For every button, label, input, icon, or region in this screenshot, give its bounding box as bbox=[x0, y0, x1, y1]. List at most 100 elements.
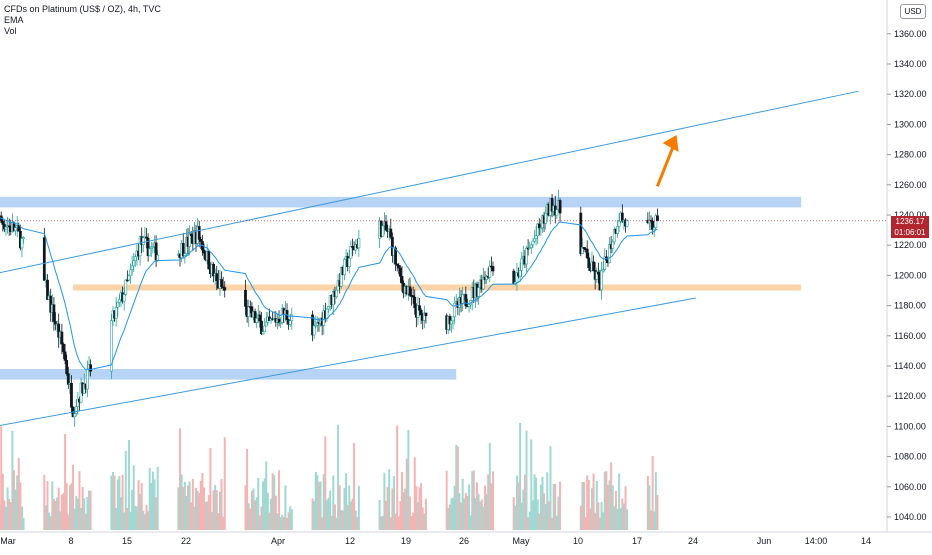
time-tick-label: May bbox=[512, 536, 530, 546]
volume-bar bbox=[54, 501, 57, 530]
volume-bar bbox=[491, 471, 494, 530]
volume-bar bbox=[84, 513, 87, 530]
volume-bar bbox=[266, 492, 269, 530]
candle-body bbox=[197, 226, 201, 240]
candle-body bbox=[587, 257, 591, 268]
candle-body bbox=[212, 264, 215, 277]
volume-bar bbox=[265, 461, 268, 530]
time-tick-label: 8 bbox=[68, 536, 73, 546]
candle-body bbox=[20, 238, 24, 249]
volume-bar bbox=[44, 505, 47, 530]
volume-bar bbox=[391, 488, 394, 530]
candle-body bbox=[603, 256, 607, 270]
candle-body bbox=[89, 364, 93, 372]
volume-bar bbox=[65, 483, 68, 530]
volume-bar bbox=[415, 486, 418, 530]
price-tick-label: 1200.00 bbox=[894, 270, 927, 280]
volume-bar bbox=[289, 506, 292, 530]
volume-bar bbox=[78, 471, 81, 530]
candle-body bbox=[74, 406, 78, 414]
volume-bar bbox=[0, 426, 3, 530]
volume-bar bbox=[137, 479, 140, 530]
volume-bar bbox=[209, 448, 212, 530]
candle-body bbox=[467, 304, 471, 307]
volume-bar bbox=[9, 502, 12, 530]
support-zone[interactable] bbox=[0, 369, 457, 380]
channel-lower-line[interactable] bbox=[0, 297, 696, 428]
volume-bar bbox=[322, 474, 325, 530]
volume-bar bbox=[539, 484, 542, 530]
volume-bar bbox=[399, 501, 402, 530]
zones-layer bbox=[0, 196, 802, 380]
volume-bar bbox=[533, 474, 536, 530]
candle-body bbox=[580, 247, 584, 255]
candle-body bbox=[528, 247, 532, 249]
volume-bar bbox=[5, 506, 7, 530]
volume-bar bbox=[215, 490, 218, 530]
currency-button[interactable]: USD bbox=[900, 4, 926, 19]
volume-bar bbox=[279, 517, 282, 530]
candle-body bbox=[601, 269, 605, 272]
candle-body bbox=[52, 304, 56, 322]
volume-bar bbox=[356, 516, 359, 530]
volume-bar bbox=[201, 472, 204, 530]
candle-body bbox=[411, 295, 415, 298]
arrow-shaft[interactable] bbox=[656, 142, 676, 187]
resistance-zone[interactable] bbox=[0, 196, 802, 208]
price-tick-label: 1340.00 bbox=[894, 59, 927, 69]
volume-bar bbox=[317, 482, 320, 530]
volume-bar bbox=[472, 470, 475, 530]
volume-bar bbox=[445, 470, 448, 530]
time-tick-label: 12 bbox=[345, 536, 355, 546]
volume-bar bbox=[407, 429, 410, 530]
volume-bar bbox=[584, 517, 587, 530]
channel-upper-line[interactable] bbox=[0, 90, 859, 275]
volume-bar bbox=[651, 456, 654, 530]
candle-body bbox=[533, 238, 536, 242]
volume-bar bbox=[278, 470, 281, 530]
volume-bar bbox=[349, 501, 352, 530]
candle-body bbox=[485, 275, 488, 280]
volume-bar bbox=[134, 505, 137, 530]
volume-bar bbox=[22, 517, 25, 530]
volume-bar bbox=[469, 515, 472, 530]
legend-ema[interactable]: EMA bbox=[4, 15, 24, 25]
volume-bar bbox=[423, 513, 426, 530]
volume-bar bbox=[286, 517, 289, 530]
legend-vol[interactable]: Vol bbox=[4, 26, 17, 36]
volume-bar bbox=[263, 478, 266, 530]
volume-bar bbox=[458, 493, 461, 530]
volume-bar bbox=[621, 498, 624, 530]
volume-bar bbox=[143, 514, 146, 530]
candle-body bbox=[390, 236, 394, 256]
legend-symbol[interactable]: CFDs on Platinum (US$ / OZ), 4h, TVC bbox=[4, 4, 161, 14]
volume-bar bbox=[67, 514, 70, 530]
volume-bar bbox=[195, 487, 198, 530]
volume-bar bbox=[477, 494, 480, 530]
volume-bar bbox=[397, 516, 400, 530]
volume-bar bbox=[12, 470, 15, 530]
candle-body bbox=[525, 247, 528, 265]
volume-bar bbox=[314, 471, 317, 530]
time-tick-label: 19 bbox=[401, 536, 411, 546]
volume-bar bbox=[520, 502, 523, 530]
channel-lines-layer[interactable] bbox=[0, 90, 859, 428]
candle-body bbox=[579, 212, 583, 255]
arrow-head[interactable] bbox=[662, 134, 679, 152]
candle-body bbox=[277, 318, 281, 323]
volume-bar bbox=[142, 510, 145, 530]
candle-body bbox=[244, 289, 247, 307]
candle-body bbox=[656, 215, 659, 222]
candle-body bbox=[488, 265, 492, 278]
candle-body bbox=[65, 360, 69, 374]
candle-body bbox=[534, 235, 538, 240]
volume-bar bbox=[333, 504, 336, 530]
candle-body bbox=[381, 225, 385, 237]
support-zone[interactable] bbox=[73, 284, 802, 291]
volume-bar bbox=[410, 516, 413, 530]
volume-bar bbox=[14, 489, 17, 530]
candle-body bbox=[608, 244, 611, 264]
